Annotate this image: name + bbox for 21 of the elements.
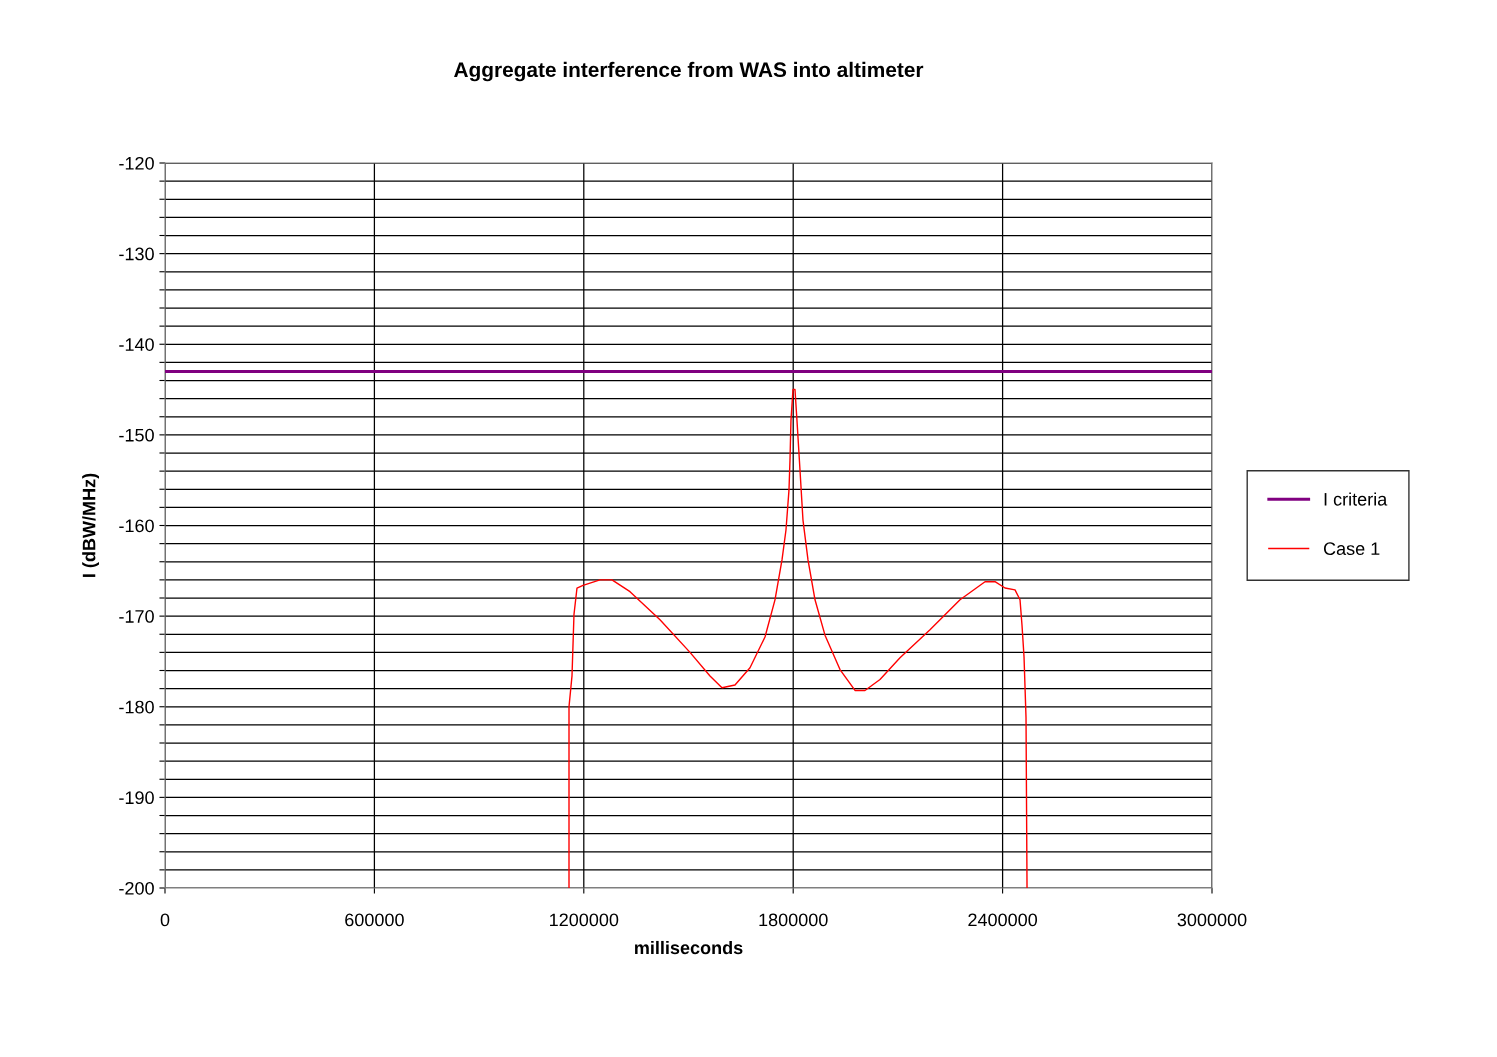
- y-tick-label: -190: [119, 791, 154, 805]
- x-tick-label: 1200000: [550, 913, 619, 927]
- x-tick-label: 600000: [345, 913, 404, 927]
- x-tick-label: 2400000: [968, 913, 1038, 927]
- y-tick-label: -120: [119, 156, 154, 170]
- legend-label: Case 1: [1323, 542, 1380, 556]
- x-tick-label: 3000000: [1177, 913, 1247, 927]
- line-series: [568, 388, 1028, 888]
- x-tick-label: 0: [160, 913, 170, 927]
- y-tick-label: -150: [119, 428, 154, 442]
- y-tick-label: -200: [119, 881, 154, 895]
- chart-title: Aggregate interference from WAS into altimeter: [454, 61, 924, 82]
- y-tick-label: -180: [119, 700, 154, 714]
- x-tick-label: 1800000: [759, 913, 828, 927]
- legend-label: I criteria: [1324, 492, 1388, 506]
- y-tick-label: -130: [119, 247, 154, 261]
- y-tick-label: -140: [119, 338, 154, 351]
- y-tick-label: -170: [119, 610, 154, 623]
- y-tick-label: -160: [119, 519, 154, 533]
- y-axis-title: I (dBW/MHz): [82, 473, 100, 577]
- x-axis-title: milliseconds: [635, 940, 743, 955]
